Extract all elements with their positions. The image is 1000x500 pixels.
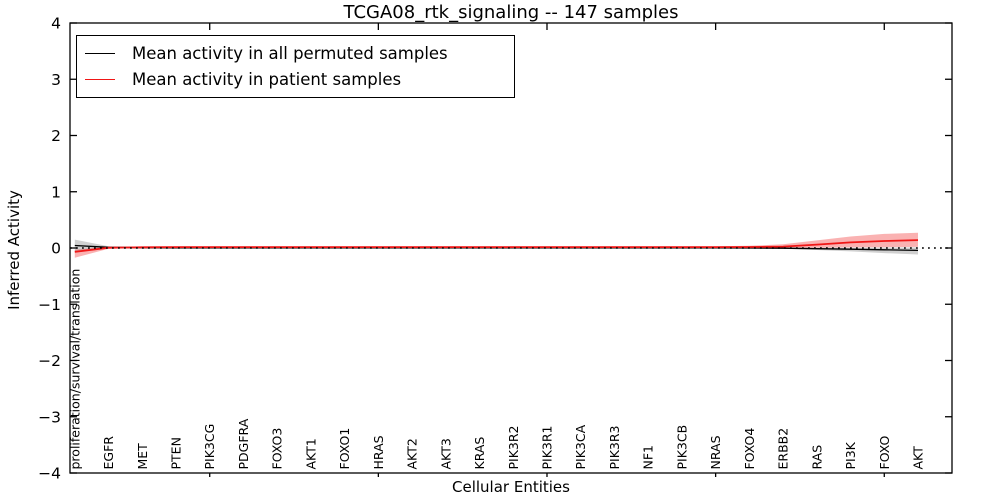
y-tick-label: 2 (51, 127, 61, 145)
x-category-label: MET (135, 443, 150, 470)
x-category-label: PIK3CG (202, 424, 217, 470)
y-tick-label: 0 (51, 240, 61, 258)
legend-label-permuted: Mean activity in all permuted samples (132, 43, 448, 63)
x-category-label: AKT (911, 446, 926, 470)
legend-label-patient: Mean activity in patient samples (132, 70, 402, 90)
x-category-label: FOXO (877, 436, 892, 470)
y-tick-label: −1 (38, 296, 61, 314)
y-tick-label: 4 (51, 15, 61, 33)
x-category-label: KRAS (472, 437, 487, 470)
x-category-label: PIK3R3 (607, 425, 622, 469)
x-category-label: PI3K (843, 441, 858, 469)
chart-title: TCGA08_rtk_signaling -- 147 samples (343, 2, 679, 23)
x-category-label: HRAS (371, 435, 386, 469)
x-category-label: AKT2 (405, 438, 420, 469)
x-category-label: PIK3R1 (539, 425, 554, 469)
y-axis-label: Inferred Activity (5, 190, 23, 310)
legend-entry-permuted: Mean activity in all permuted samples (83, 40, 508, 66)
x-category-label: NRAS (708, 435, 723, 469)
y-tick-label: 3 (51, 71, 61, 89)
x-category-label: PIK3R2 (506, 425, 521, 469)
y-tick-label: −2 (38, 352, 61, 370)
x-axis-label: Cellular Entities (452, 478, 570, 496)
x-category-label: FOXO4 (742, 428, 757, 470)
patient-mean-line (74, 239, 919, 253)
x-category-label: AKT1 (303, 438, 318, 469)
y-tick-label: −3 (38, 408, 61, 426)
x-category-label: PDGFRA (236, 418, 251, 469)
x-category-label: AKT3 (438, 438, 453, 469)
x-category-label: PIK3CA (573, 424, 588, 469)
permuted-line-swatch-icon (85, 52, 115, 54)
x-category-label: FOXO3 (270, 428, 285, 470)
legend: Mean activity in all permuted samples Me… (76, 35, 515, 98)
x-category-label: FOXO1 (337, 428, 352, 470)
x-category-label: NF1 (641, 445, 656, 470)
patient-line-swatch-icon (85, 79, 115, 81)
x-category-label: EGFR (101, 436, 116, 470)
x-category-label: proliferation/survival/translation (67, 269, 82, 470)
x-category-label: RAS (809, 445, 824, 470)
x-category-label: PTEN (168, 437, 183, 469)
x-category-label: ERBB2 (776, 428, 791, 470)
legend-entry-patient: Mean activity in patient samples (83, 67, 508, 93)
y-tick-label: −4 (38, 465, 61, 483)
x-category-label: PIK3CB (674, 425, 689, 470)
y-tick-label: 1 (51, 183, 61, 201)
